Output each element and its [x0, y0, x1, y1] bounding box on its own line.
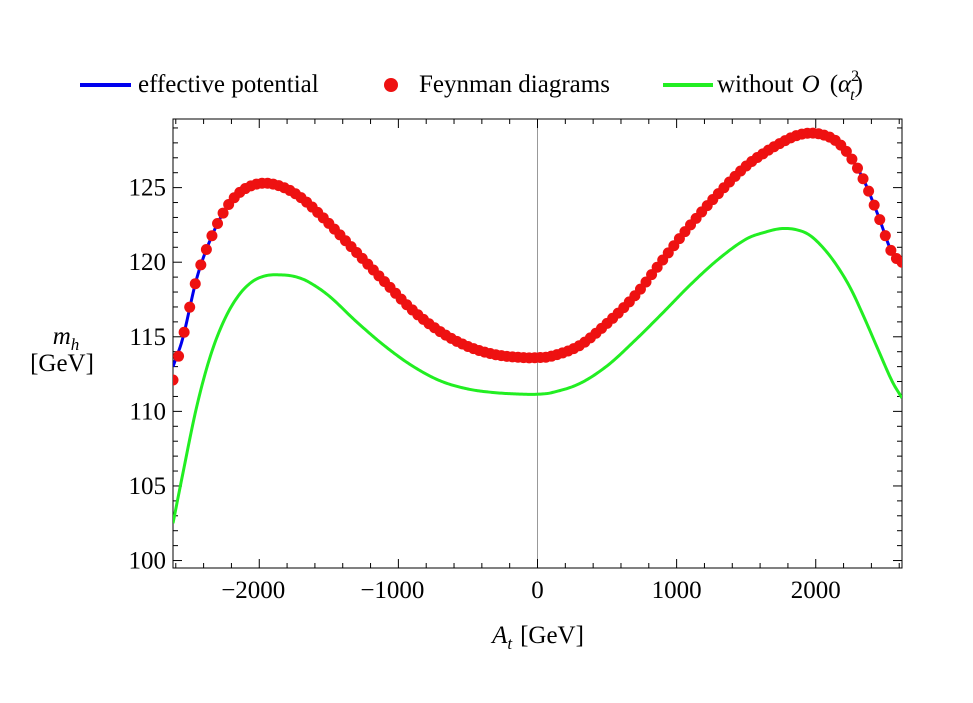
y-tick-label: 100	[129, 548, 167, 575]
series-points-feynman-diagrams	[173, 127, 902, 386]
y-tick-label: 120	[129, 249, 167, 276]
series-line-without-o-alpha	[173, 226, 902, 524]
y-tick-label: 105	[129, 473, 167, 500]
legend-label-without-text: without	[717, 71, 800, 98]
feynman-data-point	[217, 207, 229, 219]
legend-label-alpha: α	[838, 71, 852, 98]
feynman-data-point	[896, 256, 902, 268]
feynman-data-point	[200, 243, 212, 255]
x-tick-label: −1000	[360, 577, 424, 604]
feynman-data-point	[840, 145, 852, 157]
x-tick-label: 1000	[652, 577, 702, 604]
x-tick-label: −2000	[221, 577, 285, 604]
legend-label-effective-potential: effective potential	[138, 71, 319, 98]
feynman-data-point	[879, 230, 891, 242]
feynman-data-point	[173, 350, 185, 362]
feynman-data-point	[173, 374, 179, 386]
y-axis-label-unit: [GeV]	[30, 350, 94, 377]
x-axis-label-subscript: t	[507, 634, 513, 653]
legend-label-without-o-alpha: without O (α2 t)	[717, 68, 863, 104]
legend-label-subscript: t	[850, 87, 855, 104]
feynman-data-point	[206, 230, 218, 242]
feynman-data-point	[189, 278, 201, 290]
feynman-data-point	[863, 185, 875, 197]
feynman-data-point	[195, 259, 207, 271]
y-axis-label-m: m	[53, 323, 71, 350]
feynman-data-point	[851, 162, 863, 174]
feynman-data-point	[885, 244, 897, 256]
feynman-data-point	[857, 173, 869, 185]
legend: effective potential Feynman diagrams wit…	[80, 68, 863, 104]
legend-label-paren-open: (	[830, 71, 838, 98]
feynman-data-point	[178, 326, 190, 338]
legend-label-feynman-diagrams: Feynman diagrams	[419, 71, 610, 98]
feynman-data-point	[846, 153, 858, 165]
feynman-data-point	[212, 218, 224, 230]
x-tick-label: 2000	[791, 577, 841, 604]
x-axis-label: At [GeV]	[490, 622, 584, 653]
y-tick-label: 115	[129, 324, 166, 351]
legend-label-o-symbol: O	[802, 71, 820, 98]
feynman-data-point	[184, 301, 196, 313]
y-tick-label: 125	[129, 175, 167, 202]
feynman-data-point	[874, 214, 886, 226]
x-axis-label-unit: [GeV]	[520, 622, 584, 649]
feynman-data-point	[868, 199, 880, 211]
legend-swatch-feynman-diagrams	[384, 78, 398, 92]
x-axis-ticks	[175, 119, 900, 568]
x-tick-label: 0	[531, 577, 544, 604]
y-axis-label-subscript: h	[71, 335, 80, 354]
y-axis-label-symbol: mh	[53, 323, 80, 354]
x-axis-tick-labels: −2000 −1000 0 1000 2000	[221, 577, 841, 604]
y-tick-label: 110	[129, 398, 166, 425]
y-axis-tick-labels: 100 105 110 115 120 125	[129, 175, 167, 575]
legend-label-paren-close: )	[855, 71, 863, 98]
x-axis-label-a: A	[490, 622, 508, 649]
legend-label-exponent: 2	[851, 68, 859, 85]
